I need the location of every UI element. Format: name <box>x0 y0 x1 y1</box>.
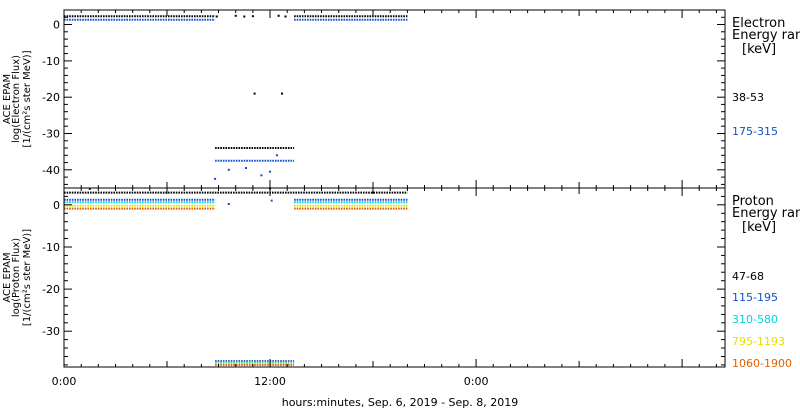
electron-series-1-point-1 <box>227 168 230 171</box>
proton-legend-entry-3: 795-1193 <box>732 335 785 348</box>
electron-series-0-point-6 <box>253 92 256 95</box>
electron-series-38-53 <box>64 14 408 149</box>
proton-series-115-195 <box>64 198 408 363</box>
electron-series-0-point-5 <box>284 15 287 18</box>
electron-ylabel-line-0: ACE EPAM <box>2 74 13 124</box>
electron-ytick-label-4: -40 <box>42 164 60 177</box>
proton-ytick-label-0: 0 <box>53 199 60 212</box>
data-marks <box>64 14 408 366</box>
proton-legend-entry-4: 1060-1900 <box>732 357 792 370</box>
plot-frames <box>63 9 726 368</box>
proton-legend-entry-2: 310-580 <box>732 313 778 326</box>
proton-legend-title-line-1: Energy ran <box>732 206 800 221</box>
electron-series-0-point-2 <box>243 15 246 18</box>
electron-legend-title-line-2: [keV] <box>742 42 776 57</box>
electron-series-0-point-1 <box>234 14 237 17</box>
proton-ylabel-line-2: [1/(cm²s ster MeV)] <box>22 229 33 326</box>
proton-series-1-point-0 <box>270 199 273 202</box>
electron-series-1-point-4 <box>260 174 263 177</box>
electron-legend-entry-0: 38-53 <box>732 91 764 104</box>
proton-series-310-580 <box>64 201 408 364</box>
electron-series-175-315 <box>64 18 408 180</box>
electron-series-0-point-3 <box>251 15 254 18</box>
electron-series-1-point-5 <box>275 154 278 157</box>
electron-ytick-label-0: 0 <box>53 19 60 32</box>
electron-ytick-label-3: -30 <box>42 128 60 141</box>
electron-series-0-point-0 <box>215 15 218 18</box>
axis-ticks <box>63 9 725 367</box>
xtick-label-1: 12:00 <box>254 375 286 388</box>
electron-series-0-point-7 <box>281 92 283 95</box>
proton-legend-title-line-0: Proton <box>732 194 774 209</box>
proton-ylabel-line-0: ACE EPAM <box>2 252 13 302</box>
electron-ytick-label-1: -10 <box>42 55 60 68</box>
proton-series-1060-1900 <box>64 207 408 366</box>
electron-ytick-label-2: -20 <box>42 91 60 104</box>
electron-legend-title-line-1: Energy ran <box>732 28 800 43</box>
proton-ytick-label-1: -10 <box>42 241 60 254</box>
proton-ytick-label-3: -30 <box>42 325 60 338</box>
electron-series-1-point-0 <box>214 177 217 180</box>
xtick-label-0: 0:00 <box>52 375 77 388</box>
electron-legend-title-line-0: Electron <box>732 16 785 31</box>
xtick-label-2: 0:00 <box>464 375 489 388</box>
electron-series-0-point-4 <box>277 14 280 17</box>
proton-legend-entry-1: 115-195 <box>732 291 778 304</box>
electron-series-1-point-3 <box>269 170 271 173</box>
proton-legend-title-line-2: [keV] <box>742 220 776 235</box>
proton-series-0-point-0 <box>88 187 91 190</box>
proton-ytick-label-2: -20 <box>42 283 60 296</box>
proton-series-795-1193 <box>64 204 408 365</box>
x-axis-label: hours:minutes, Sep. 6, 2019 - Sep. 8, 20… <box>282 396 519 409</box>
electron-legend-entry-1: 175-315 <box>732 125 778 138</box>
electron-ylabel-line-1: log(Electron Flux) <box>11 55 22 143</box>
proton-ylabel-line-1: log(Proton Flux) <box>11 238 22 317</box>
electron-plot-frame <box>63 9 726 189</box>
proton-plot-frame <box>63 187 726 368</box>
electron-series-1-point-2 <box>245 167 247 169</box>
proton-series-1-point-1 <box>227 203 230 205</box>
electron-ylabel-line-2: [1/(cm²s ster MeV)] <box>22 50 33 147</box>
proton-legend-entry-0: 47-68 <box>732 270 764 283</box>
